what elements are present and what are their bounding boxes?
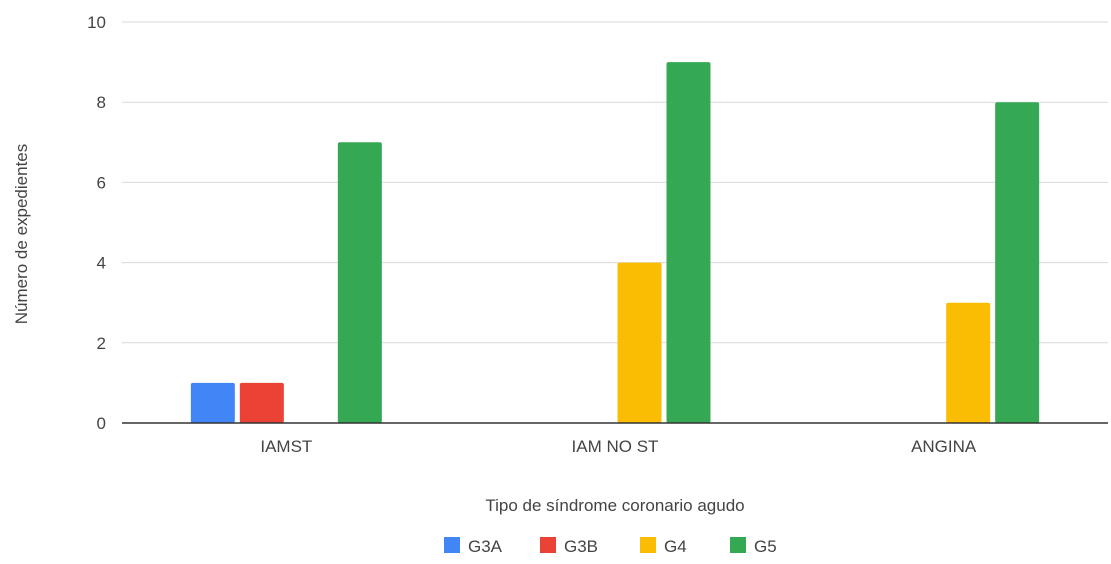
legend-item-g3a: G3A — [444, 537, 503, 556]
y-tick-label: 0 — [97, 414, 106, 433]
legend-item-g3b: G3B — [540, 537, 598, 556]
x-tick-labels: IAMST IAM NO ST ANGINA — [260, 437, 977, 456]
legend-label: G4 — [664, 537, 687, 556]
bar-g5-iamst — [337, 142, 382, 424]
y-tick-label: 2 — [97, 334, 106, 353]
y-tick-label: 6 — [97, 173, 106, 192]
bar-g4-iam-no-st — [617, 262, 662, 423]
legend-label: G3B — [564, 537, 598, 556]
legend-label: G3A — [468, 537, 503, 556]
legend-swatch — [444, 537, 460, 553]
bar-g3b-iamst — [239, 382, 284, 423]
legend: G3A G3B G4 G5 — [444, 537, 777, 556]
y-tick-labels: 0 2 4 6 8 10 — [87, 13, 106, 433]
bar-g3a-iamst — [190, 382, 235, 423]
y-tick-label: 10 — [87, 13, 106, 32]
legend-swatch — [540, 537, 556, 553]
x-tick-label: ANGINA — [911, 437, 977, 456]
legend-item-g4: G4 — [640, 537, 687, 556]
x-tick-label: IAMST — [260, 437, 312, 456]
x-axis-title: Tipo de síndrome coronario agudo — [485, 496, 744, 515]
legend-swatch — [640, 537, 656, 553]
gridlines — [122, 21, 1108, 344]
legend-item-g5: G5 — [730, 537, 777, 556]
y-tick-label: 4 — [97, 254, 106, 273]
y-tick-label: 8 — [97, 93, 106, 112]
x-tick-label: IAM NO ST — [572, 437, 659, 456]
bars — [190, 62, 1040, 424]
bar-g5-iam-no-st — [666, 62, 711, 423]
legend-label: G5 — [754, 537, 777, 556]
y-axis-title: Número de expedientes — [12, 144, 31, 325]
bar-g5-angina — [995, 102, 1040, 423]
bar-g4-angina — [946, 302, 991, 423]
legend-swatch — [730, 537, 746, 553]
